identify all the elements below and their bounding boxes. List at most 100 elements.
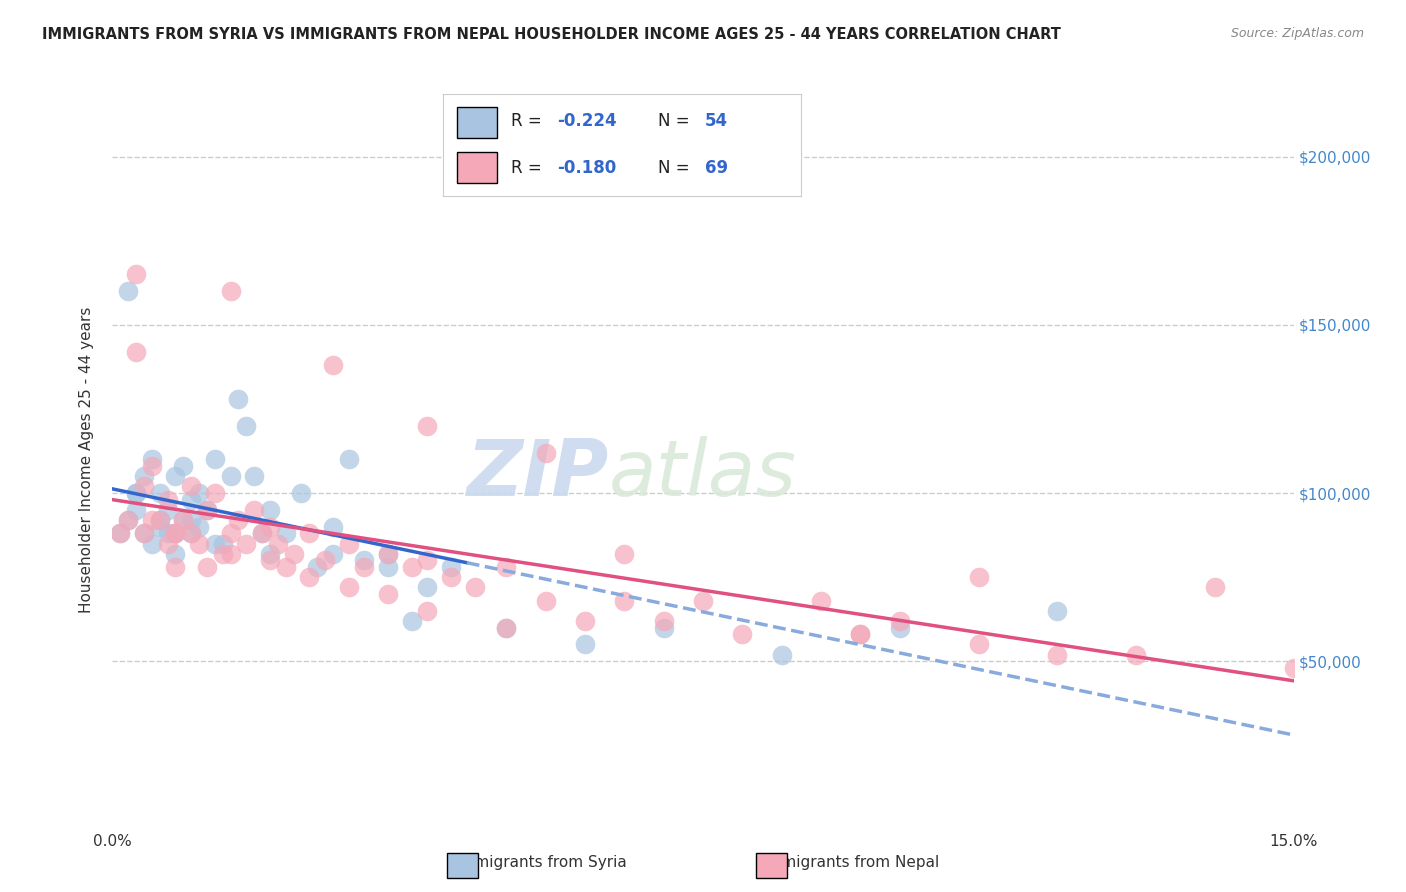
Point [290,486,312,500]
Point [967,637,990,651]
Point [401,560,423,574]
Point [141,513,163,527]
Point [117,513,139,527]
Point [156,492,179,507]
Point [250,526,273,541]
Point [1046,648,1069,662]
Point [165,526,187,541]
Text: 54: 54 [704,112,728,130]
Point [1204,580,1226,594]
Point [416,418,439,433]
Point [172,459,194,474]
Point [125,268,148,282]
Point [274,526,297,541]
Point [243,469,266,483]
Point [810,593,832,607]
Point [298,526,321,541]
Point [495,621,517,635]
Point [219,469,242,483]
Point [188,536,211,550]
Point [250,526,273,541]
Text: -0.180: -0.180 [558,159,617,177]
Point [110,526,132,541]
Point [235,418,257,433]
Point [889,621,911,635]
Point [298,570,321,584]
Text: atlas: atlas [609,436,796,512]
Point [204,452,226,467]
Point [353,553,375,567]
Text: Immigrants from Nepal: Immigrants from Nepal [762,855,939,870]
Point [165,469,187,483]
Point [149,513,172,527]
Point [613,593,636,607]
Point [377,547,399,561]
Point [132,526,155,541]
Point [204,536,226,550]
Point [534,593,557,607]
Point [495,621,517,635]
Point [377,587,399,601]
Point [149,513,172,527]
Point [259,519,281,533]
Point [259,553,281,567]
Point [889,614,911,628]
Point [464,580,486,594]
Point [235,536,257,550]
Text: R =: R = [510,159,547,177]
Point [440,560,463,574]
Point [259,503,281,517]
Point [165,526,187,541]
Point [219,547,242,561]
FancyBboxPatch shape [457,153,496,183]
Point [211,536,233,550]
Point [195,503,218,517]
Point [401,614,423,628]
Point [149,486,172,500]
Point [267,536,290,550]
Point [228,513,250,527]
Point [204,486,226,500]
Text: -0.224: -0.224 [558,112,617,130]
Point [307,560,329,574]
Point [1046,604,1069,618]
Point [692,593,714,607]
Point [188,486,211,500]
Point [613,547,636,561]
Text: N =: N = [658,112,695,130]
Point [377,560,399,574]
Point [165,526,187,541]
Point [180,513,202,527]
Point [1125,648,1147,662]
Point [132,469,155,483]
Point [125,503,148,517]
FancyBboxPatch shape [457,107,496,137]
Point [322,358,344,372]
Point [125,344,148,359]
Point [377,547,399,561]
Point [125,486,148,500]
Point [141,459,163,474]
Point [141,452,163,467]
Point [849,627,872,641]
Point [440,570,463,584]
Y-axis label: Householder Income Ages 25 - 44 years: Householder Income Ages 25 - 44 years [79,306,94,613]
Point [967,570,990,584]
Point [495,560,517,574]
Point [180,526,202,541]
Point [574,637,596,651]
Text: Immigrants from Syria: Immigrants from Syria [456,855,627,870]
Text: N =: N = [658,159,695,177]
Point [195,503,218,517]
Point [156,503,179,517]
Point [172,513,194,527]
Point [1282,661,1305,675]
Point [337,536,360,550]
Point [243,503,266,517]
Text: IMMIGRANTS FROM SYRIA VS IMMIGRANTS FROM NEPAL HOUSEHOLDER INCOME AGES 25 - 44 Y: IMMIGRANTS FROM SYRIA VS IMMIGRANTS FROM… [42,27,1062,42]
Point [180,479,202,493]
Point [117,284,139,298]
Point [353,560,375,574]
Point [125,486,148,500]
Point [156,526,179,541]
